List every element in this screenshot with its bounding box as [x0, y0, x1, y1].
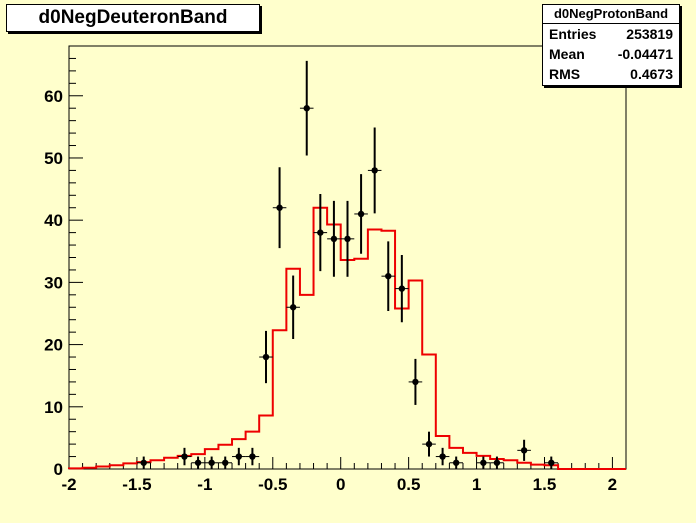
point-marker — [412, 378, 419, 386]
x-tick-label: 0.5 — [397, 475, 421, 494]
x-tick-label: 2 — [608, 475, 617, 494]
data-point — [245, 447, 260, 466]
x-tick-labels: -2 -1.5 -1 -0.5 0 0.5 1 1.5 2 — [61, 475, 617, 494]
data-point — [191, 456, 205, 469]
point-marker — [452, 459, 460, 466]
point-marker — [398, 285, 406, 292]
point-marker — [520, 447, 528, 454]
data-point — [381, 241, 396, 311]
x-tick-label: -1.5 — [122, 475, 151, 494]
stats-row-entries: Entries 253819 — [543, 24, 679, 44]
stats-name: d0NegProtonBand — [543, 5, 679, 24]
point-marker — [371, 167, 378, 174]
data-points — [136, 60, 559, 469]
data-point — [449, 456, 463, 469]
point-marker — [344, 235, 351, 243]
data-point — [490, 456, 504, 469]
data-point — [136, 456, 151, 469]
x-tick-label: 1.5 — [533, 475, 557, 494]
stats-box: d0NegProtonBand Entries 253819 Mean -0.0… — [542, 4, 680, 86]
data-point — [422, 431, 436, 457]
stats-value: 0.4673 — [630, 66, 673, 82]
y-tick-label: 30 — [44, 273, 63, 292]
stats-label: RMS — [549, 66, 581, 82]
data-point — [408, 358, 423, 405]
stats-label: Mean — [549, 46, 585, 62]
stats-row-rms: RMS 0.4673 — [543, 64, 679, 84]
data-point — [476, 456, 491, 469]
data-point — [544, 456, 559, 469]
point-marker — [222, 459, 229, 466]
data-point — [232, 447, 246, 466]
point-marker — [181, 453, 188, 460]
point-marker — [140, 459, 147, 466]
point-marker — [276, 204, 283, 211]
histogram-line — [68, 206, 626, 470]
data-point — [340, 200, 355, 277]
point-marker — [330, 235, 338, 243]
stats-value: -0.04471 — [617, 46, 673, 62]
x-tick-label: -0.5 — [258, 475, 287, 494]
y-tick-label: 50 — [44, 149, 63, 168]
y-tick-label: 60 — [44, 87, 63, 106]
stats-value: 253819 — [626, 26, 673, 42]
point-marker — [262, 353, 270, 361]
data-point — [299, 60, 314, 156]
point-marker — [194, 459, 202, 466]
data-point — [313, 194, 328, 272]
data-point — [367, 127, 382, 214]
stats-label: Entries — [549, 26, 597, 42]
data-point — [177, 447, 192, 466]
point-marker — [493, 459, 501, 466]
point-marker — [317, 229, 324, 236]
y-tick-label: 40 — [44, 211, 63, 230]
point-marker — [385, 272, 392, 280]
point-marker — [208, 459, 215, 466]
data-point — [435, 447, 450, 466]
data-point — [259, 330, 273, 384]
stats-row-mean: Mean -0.04471 — [543, 44, 679, 64]
data-point — [327, 200, 341, 277]
histogram-title: d0NegDeuteronBand — [6, 4, 260, 32]
y-tick-label: 0 — [54, 460, 63, 479]
data-point — [218, 456, 233, 469]
data-point — [354, 174, 368, 254]
point-marker — [303, 105, 310, 112]
y-tick-label: 20 — [44, 336, 63, 355]
x-tick-label: 0 — [336, 475, 345, 494]
x-tick-label: 1 — [472, 475, 481, 494]
y-tick-labels: 0 10 20 30 40 50 60 — [44, 87, 63, 479]
data-point — [517, 439, 531, 461]
data-point — [395, 255, 409, 323]
point-marker — [289, 304, 297, 311]
x-tick-label: -2 — [61, 475, 76, 494]
point-marker — [548, 459, 555, 466]
mc-histogram — [68, 206, 626, 470]
point-marker — [357, 210, 365, 218]
data-point — [286, 275, 300, 339]
x-tick-label: -1 — [197, 475, 212, 494]
point-marker — [480, 459, 487, 466]
point-marker — [249, 453, 256, 460]
y-tick-label: 10 — [44, 398, 63, 417]
data-point — [272, 167, 287, 249]
point-marker — [439, 453, 446, 460]
point-marker — [425, 440, 433, 448]
data-point — [204, 456, 219, 469]
point-marker — [235, 453, 243, 460]
